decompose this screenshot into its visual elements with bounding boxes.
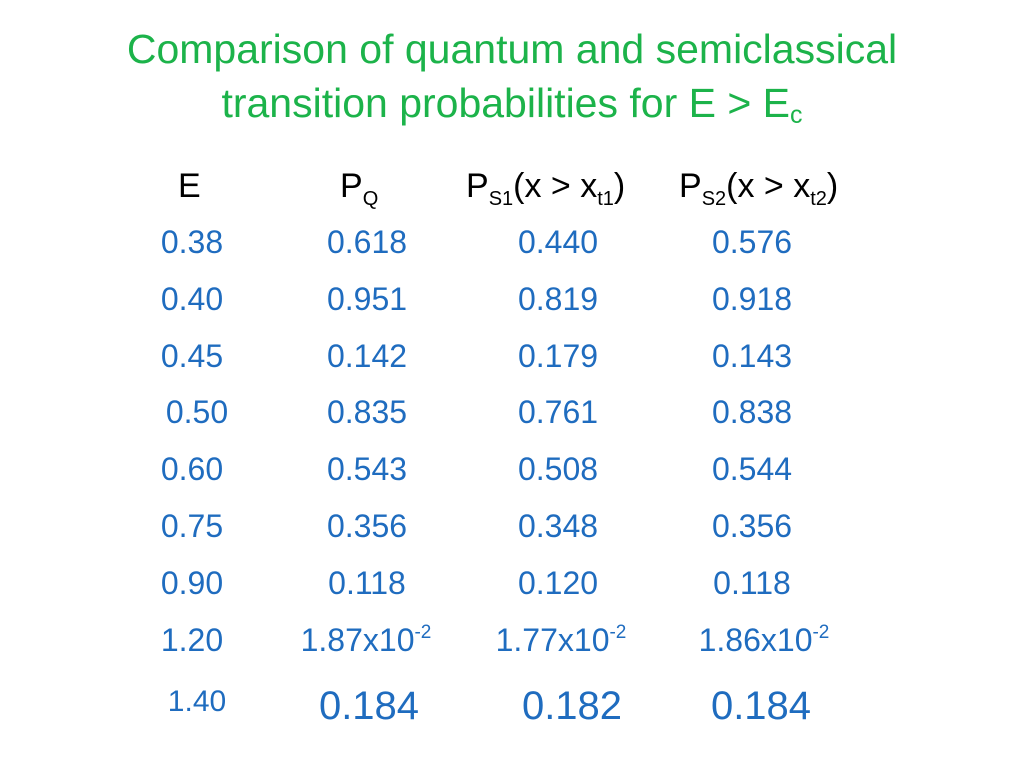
title-line-1: Comparison of quantum and semiclassical (126, 26, 898, 72)
table-cell: 1.77x10-2 (495, 622, 627, 658)
table-cell: 0.918 (711, 281, 793, 317)
table-cell: 0.118 (328, 565, 406, 601)
table-cell: 0.75 (160, 508, 224, 544)
table-cell: 0.576 (711, 224, 793, 260)
table-cell: 0.348 (517, 508, 599, 544)
table-cell: 0.508 (517, 451, 599, 487)
header-e: E (178, 167, 201, 205)
table-cell: 1.20 (160, 622, 224, 658)
table-cell: 0.618 (326, 224, 408, 260)
table-cell: 0.45 (160, 338, 224, 374)
table-cell: 0.951 (326, 281, 408, 317)
table-cell: 0.356 (711, 508, 793, 544)
table-cell: 0.544 (711, 451, 793, 487)
header-ps2: PS2(x > xt2) (679, 167, 839, 210)
table-cell: 0.356 (326, 508, 408, 544)
header-pq: PQ (340, 167, 379, 210)
title-line-2: transition probabilities for E > Ec (221, 80, 803, 129)
exponent: -2 (414, 622, 432, 643)
table-cell: 0.184 (710, 684, 812, 728)
table-cell: 0.179 (517, 338, 599, 374)
table-cell: 0.184 (318, 684, 420, 728)
table-cell: 0.543 (326, 451, 408, 487)
table-cell: 0.143 (711, 338, 793, 374)
table-cell: 0.120 (517, 565, 599, 601)
slide-title: Comparison of quantum and semiclassical … (0, 22, 1024, 130)
header-ps1: PS1(x > xt1) (466, 167, 626, 210)
table-cell: 0.118 (713, 565, 791, 601)
exponent: -2 (609, 622, 627, 643)
table-cell: 0.761 (517, 394, 599, 430)
table-cell: 0.38 (160, 224, 224, 260)
table-cell: 0.182 (521, 684, 623, 728)
table-cell: 0.40 (160, 281, 224, 317)
table-cell: 0.838 (711, 394, 793, 430)
table-cell: 1.86x10-2 (698, 622, 830, 658)
table-cell: 0.440 (517, 224, 599, 260)
table-cell: 1.40 (167, 685, 227, 718)
table-cell: 0.50 (165, 394, 229, 430)
table-cell: 0.90 (160, 565, 224, 601)
table-cell: 1.87x10-2 (300, 622, 432, 658)
table-cell: 0.819 (517, 281, 599, 317)
table-cell: 0.142 (326, 338, 408, 374)
table-cell: 0.835 (326, 394, 408, 430)
table-cell: 0.60 (160, 451, 224, 487)
exponent: -2 (812, 622, 830, 643)
